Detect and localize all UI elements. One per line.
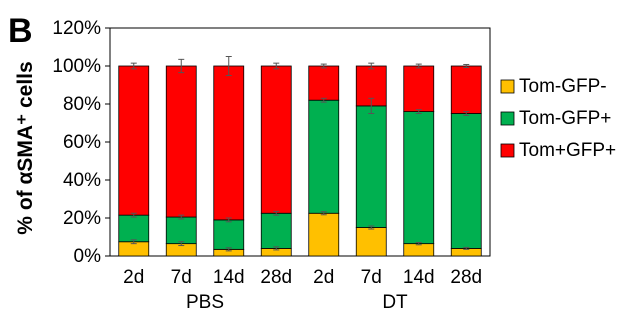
error-bar	[178, 58, 185, 74]
error-bar	[463, 111, 470, 116]
x-group-label: PBS	[186, 292, 224, 313]
y-tick-label: 20%	[63, 208, 101, 229]
x-tick-label: 2d	[313, 267, 334, 288]
bar-segment-tom-gfp-	[260, 65, 292, 214]
legend-swatch	[500, 143, 515, 158]
error-bar	[273, 62, 280, 70]
y-tick-label: 120%	[52, 18, 101, 39]
bar-segment-tom-gfp-	[308, 65, 340, 101]
bar-segment-tom-gfp-	[118, 65, 150, 216]
x-tick-label: 2d	[123, 267, 144, 288]
error-bar	[415, 109, 422, 114]
x-axis: 2d 7d 14d 28d 2d 7d 14d 28d	[123, 267, 482, 288]
panel-label: B	[8, 12, 33, 50]
error-bar	[225, 56, 232, 76]
bar-segment-tom-gfp-	[260, 212, 292, 249]
error-bar	[273, 210, 280, 216]
error-bar	[320, 97, 327, 103]
bar-segment-tom-gfp-	[450, 113, 482, 249]
y-tick-label: 60%	[63, 132, 101, 153]
x-tick-label: 28d	[450, 267, 482, 288]
y-axis-title: % of αSMA⁺ cells	[14, 61, 37, 234]
bar-segment-tom-gfp-	[403, 243, 435, 257]
error-bar	[130, 62, 137, 70]
bar-segment-tom-gfp-	[213, 65, 245, 221]
legend-item: Tom-GFP+	[500, 108, 611, 129]
error-bar	[368, 225, 375, 230]
error-bar	[368, 97, 375, 114]
legend-label: Tom-GFP+	[519, 108, 611, 129]
legend-swatch	[500, 111, 515, 126]
bar-segment-tom-gfp-	[355, 105, 387, 228]
error-bars	[130, 56, 470, 252]
bar-segment-tom-gfp-	[403, 111, 435, 245]
legend-label: Tom+GFP+	[519, 140, 616, 161]
error-bar	[368, 62, 375, 70]
bar-segment-tom-gfp-	[165, 216, 197, 245]
bar-segment-tom-gfp-	[213, 219, 245, 250]
error-bar	[415, 242, 422, 246]
error-bar	[178, 214, 185, 220]
y-tick-label: 40%	[63, 170, 101, 191]
legend-label: Tom-GFP-	[519, 76, 607, 97]
error-bar	[273, 246, 280, 251]
bar-segment-tom-gfp-	[118, 214, 150, 243]
x-tick-label: 7d	[361, 267, 382, 288]
bar-segment-tom-gfp-	[308, 99, 340, 214]
x-group-label: DT	[382, 292, 408, 313]
bar-segment-tom-gfp-	[450, 65, 482, 114]
legend: Tom-GFP- Tom-GFP+ Tom+GFP+	[500, 76, 616, 161]
error-bar	[130, 239, 137, 245]
legend-swatch	[500, 79, 515, 94]
x-tick-label: 28d	[260, 267, 292, 288]
bar-segment-tom-gfp-	[165, 65, 197, 218]
y-tick-label: 0%	[74, 246, 102, 267]
error-bar	[415, 63, 422, 69]
error-bar	[225, 247, 232, 252]
error-bar	[130, 212, 137, 218]
error-bar	[320, 211, 327, 216]
error-bar	[225, 217, 232, 223]
legend-item: Tom+GFP+	[500, 140, 616, 161]
error-bar	[178, 241, 185, 247]
y-tick-label: 80%	[63, 94, 101, 115]
x-groups: PBS DT	[186, 292, 408, 313]
y-tick-label: 100%	[52, 56, 101, 77]
error-bar	[463, 63, 470, 69]
bar-segment-tom-gfp-	[403, 65, 435, 112]
error-bar	[320, 63, 327, 69]
error-bar	[463, 246, 470, 250]
x-tick-label: 14d	[213, 267, 245, 288]
bar-segment-tom-gfp-	[355, 227, 387, 257]
y-axis: 0% 20% 40% 60% 80% 100% 120%	[52, 18, 110, 267]
x-tick-label: 14d	[403, 267, 435, 288]
bars	[118, 65, 482, 257]
bar-segment-tom-gfp-	[308, 212, 340, 257]
x-tick-label: 7d	[171, 267, 192, 288]
legend-item: Tom-GFP-	[500, 76, 607, 97]
y-axis-title-group: % of αSMA⁺ cells	[14, 61, 37, 234]
